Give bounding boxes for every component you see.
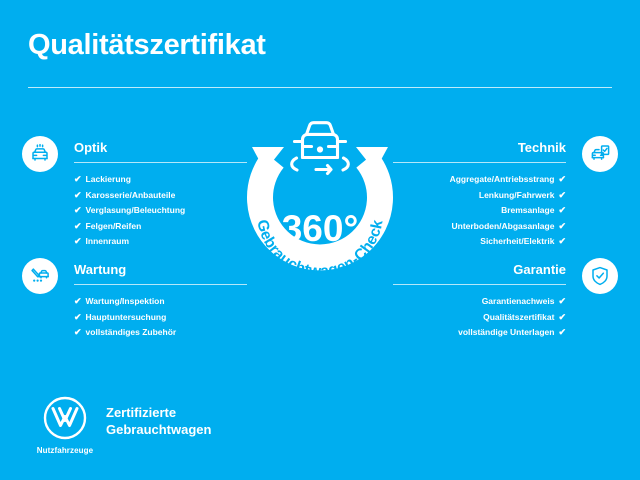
check-icon: ✔	[558, 220, 566, 231]
list-item-label: Karosserie/Anbauteile	[85, 189, 176, 200]
section-wartung-head: Wartung	[74, 262, 247, 285]
list-item-label: vollständiges Zubehör	[85, 327, 177, 337]
list-item: Bremsanlage ✔	[393, 203, 566, 219]
list-item-label: vollständige Unterlagen	[458, 327, 555, 337]
check-icon: ✔	[558, 205, 566, 215]
check-icon: ✔	[74, 327, 82, 337]
badge-center-label: 360°	[282, 208, 359, 249]
section-garantie-title: Garantie	[513, 262, 566, 277]
list-item-label: Innenraum	[85, 236, 129, 246]
list-item-label: Sicherheit/Elektrik	[480, 236, 555, 246]
section-wartung-divider	[74, 284, 247, 285]
section-technik-title: Technik	[517, 140, 566, 155]
footer-claim-line1: Zertifizierte	[106, 405, 177, 420]
list-item: Aggregate/Antriebsstrang ✔	[393, 172, 566, 188]
footer-claim: Zertifizierte Gebrauchtwagen	[106, 404, 211, 438]
list-item: Sicherheit/Elektrik ✔	[393, 234, 566, 250]
list-item: Qualitätszertifikat ✔	[393, 310, 566, 326]
section-optik-head: Optik	[74, 140, 247, 163]
header-divider	[28, 87, 612, 88]
list-item: Garantienachweis ✔	[393, 294, 566, 310]
check-icon: ✔	[74, 311, 82, 322]
check-icon: ✔	[74, 220, 82, 231]
list-item: ✔ Karosserie/Anbauteile	[74, 188, 247, 204]
list-item: ✔ Wartung/Inspektion	[74, 294, 247, 310]
section-optik-list: ✔ Lackierung ✔ Karosserie/Anbauteile ✔ Verg…	[74, 172, 247, 250]
section-optik-title: Optik	[74, 140, 108, 155]
check-icon: ✔	[558, 311, 566, 322]
list-item: ✔ Lackierung	[74, 172, 247, 188]
vw-logo-subtitle: Nutzfahrzeuge	[36, 446, 94, 455]
list-item: Unterboden/Abgasanlage ✔	[393, 219, 566, 235]
check-icon: ✔	[74, 189, 82, 200]
check-icon: ✔	[558, 189, 566, 200]
section-technik-head: Technik	[393, 140, 566, 163]
list-item: vollständige Unterlagen ✔	[393, 325, 566, 341]
section-garantie-list: Garantienachweis ✔ Qualitätszertifikat ✔ v…	[393, 294, 566, 341]
list-item-label: Lackierung	[85, 174, 131, 184]
list-item-label: Garantienachweis	[481, 296, 555, 306]
check-icon: ✔	[558, 296, 566, 306]
section-technik-divider	[393, 162, 566, 163]
check-icon: ✔	[558, 327, 566, 337]
list-item-label: Unterboden/Abgasanlage	[451, 220, 555, 231]
section-wartung-list: ✔ Wartung/Inspektion ✔ Hauptuntersuchung ✔…	[74, 294, 247, 341]
shield-check-icon	[582, 258, 618, 294]
list-item: ✔ Verglasung/Beleuchtung	[74, 203, 247, 219]
section-garantie-head: Garantie	[393, 262, 566, 285]
check-icon: ✔	[74, 174, 82, 184]
list-item: Lenkung/Fahrwerk ✔	[393, 188, 566, 204]
list-item-label: Aggregate/Antriebsstrang	[449, 174, 555, 184]
vw-roundel-logo: Nutzfahrzeuge	[30, 396, 100, 455]
check-icon: ✔	[558, 236, 566, 246]
check-icon: ✔	[558, 174, 566, 184]
check-icon: ✔	[74, 205, 82, 215]
list-item: ✔ Hauptuntersuchung	[74, 310, 247, 326]
header: Qualitätszertifikat	[28, 28, 612, 62]
list-item-label: Lenkung/Fahrwerk	[478, 189, 555, 200]
list-item-label: Qualitätszertifikat	[483, 311, 555, 322]
list-item-label: Verglasung/Beleuchtung	[85, 205, 186, 215]
list-item-label: Felgen/Reifen	[85, 220, 142, 231]
list-item: ✔ Felgen/Reifen	[74, 219, 247, 235]
car-checklist-icon	[582, 136, 618, 172]
badge-360-gebrauchtwagen-check: 360° Gebrauchtwagen-Check	[232, 113, 408, 303]
check-icon: ✔	[74, 236, 82, 246]
page-title: Qualitätszertifikat	[28, 29, 266, 61]
section-optik-divider	[74, 162, 247, 163]
list-item-label: Wartung/Inspektion	[85, 296, 165, 306]
section-technik-list: Aggregate/Antriebsstrang ✔ Lenkung/Fahrwe…	[393, 172, 566, 250]
footer-claim-line2: Gebrauchtwagen	[106, 422, 212, 437]
list-item-label: Bremsanlage	[501, 205, 555, 215]
section-wartung-title: Wartung	[74, 262, 127, 277]
car-service-tools-icon	[22, 258, 58, 294]
list-item-label: Hauptuntersuchung	[85, 311, 167, 322]
section-garantie-divider	[393, 284, 566, 285]
check-icon: ✔	[74, 296, 82, 306]
list-item: ✔ Innenraum	[74, 234, 247, 250]
car-polish-icon	[22, 136, 58, 172]
list-item: ✔ vollständiges Zubehör	[74, 325, 247, 341]
